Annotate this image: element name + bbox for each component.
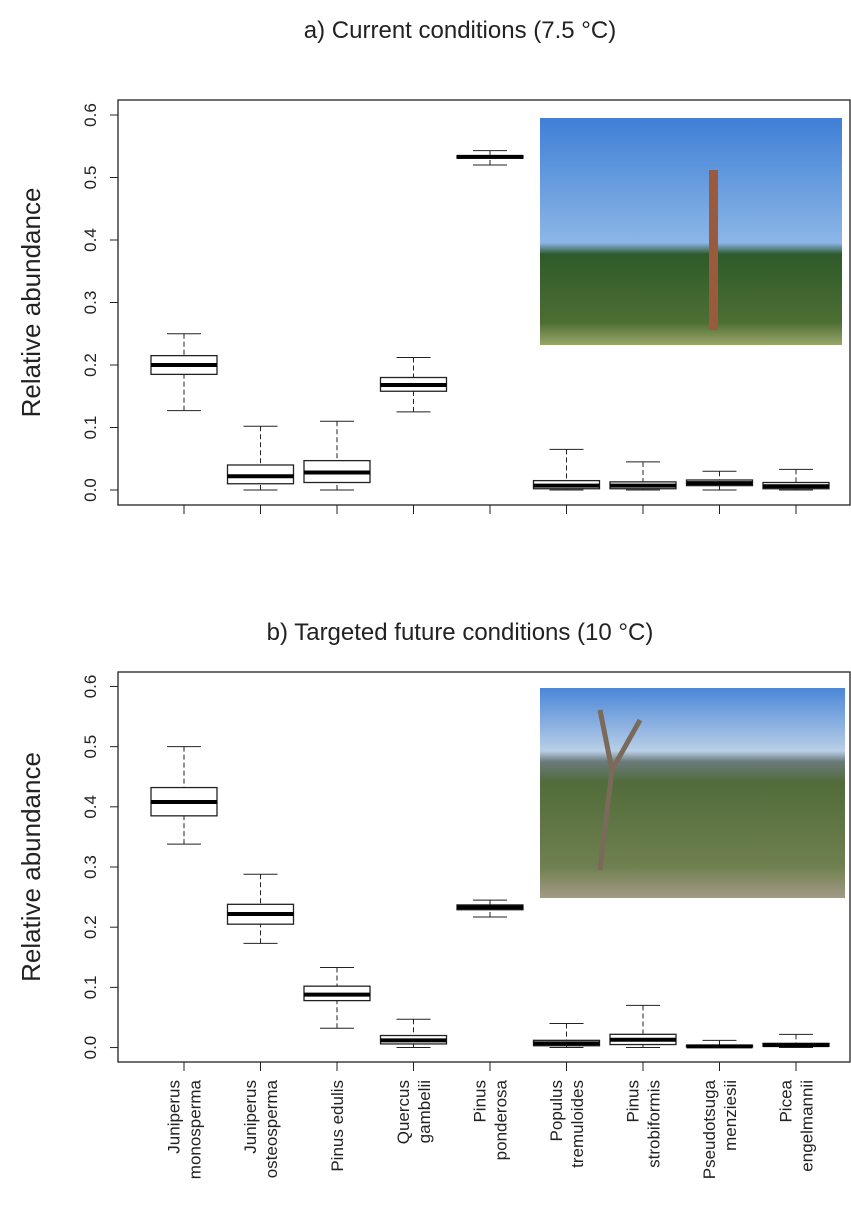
chart-title: b) Targeted future conditions (10 °C) — [267, 619, 654, 646]
x-tick-label: Populus — [547, 1080, 566, 1141]
x-tick-label: engelmannii — [798, 1080, 817, 1172]
y-tick-label: 0.4 — [81, 228, 100, 252]
x-tick-label: Juniperus — [165, 1080, 184, 1154]
x-tick-label: strobiformis — [645, 1080, 664, 1168]
y-tick-label: 0.3 — [81, 291, 100, 315]
x-tick-label: gambelii — [415, 1080, 434, 1143]
y-tick-label: 0.2 — [81, 353, 100, 377]
y-axis-label: Relative abundance — [16, 188, 46, 418]
y-tick-label: 0.1 — [81, 976, 100, 1000]
chart-title: a) Current conditions (7.5 °C) — [304, 17, 616, 44]
y-axis-label: Relative abundance — [16, 752, 46, 982]
x-tick-label: Pinus — [624, 1080, 643, 1123]
y-tick-label: 0.0 — [81, 478, 100, 502]
x-tick-label: Juniperus — [241, 1080, 260, 1154]
x-tick-label: monosperma — [186, 1079, 205, 1179]
x-tick-label: Pinus edulis — [328, 1080, 347, 1172]
x-tick-label: osteosperma — [262, 1079, 281, 1178]
x-tick-label: ponderosa — [492, 1079, 511, 1160]
y-tick-label: 0.4 — [81, 795, 100, 819]
x-tick-label: menziesii — [721, 1080, 740, 1151]
y-tick-label: 0.3 — [81, 855, 100, 879]
photo-inset — [540, 118, 842, 345]
y-tick-label: 0.1 — [81, 416, 100, 440]
y-tick-label: 0.2 — [81, 915, 100, 939]
y-tick-label: 0.5 — [81, 735, 100, 759]
y-tick-label: 0.5 — [81, 166, 100, 190]
y-tick-label: 0.0 — [81, 1036, 100, 1060]
photo-detail — [709, 170, 718, 330]
x-tick-label: Picea — [777, 1079, 796, 1122]
x-tick-label: Quercus — [394, 1080, 413, 1144]
y-tick-label: 0.6 — [81, 675, 100, 699]
x-tick-label: tremuloides — [568, 1080, 587, 1168]
y-tick-label: 0.6 — [81, 103, 100, 127]
photo-inset — [540, 688, 845, 898]
x-tick-label: Pseudotsuga — [700, 1079, 719, 1179]
x-tick-label: Pinus — [471, 1080, 490, 1123]
photo-detail — [597, 709, 643, 871]
